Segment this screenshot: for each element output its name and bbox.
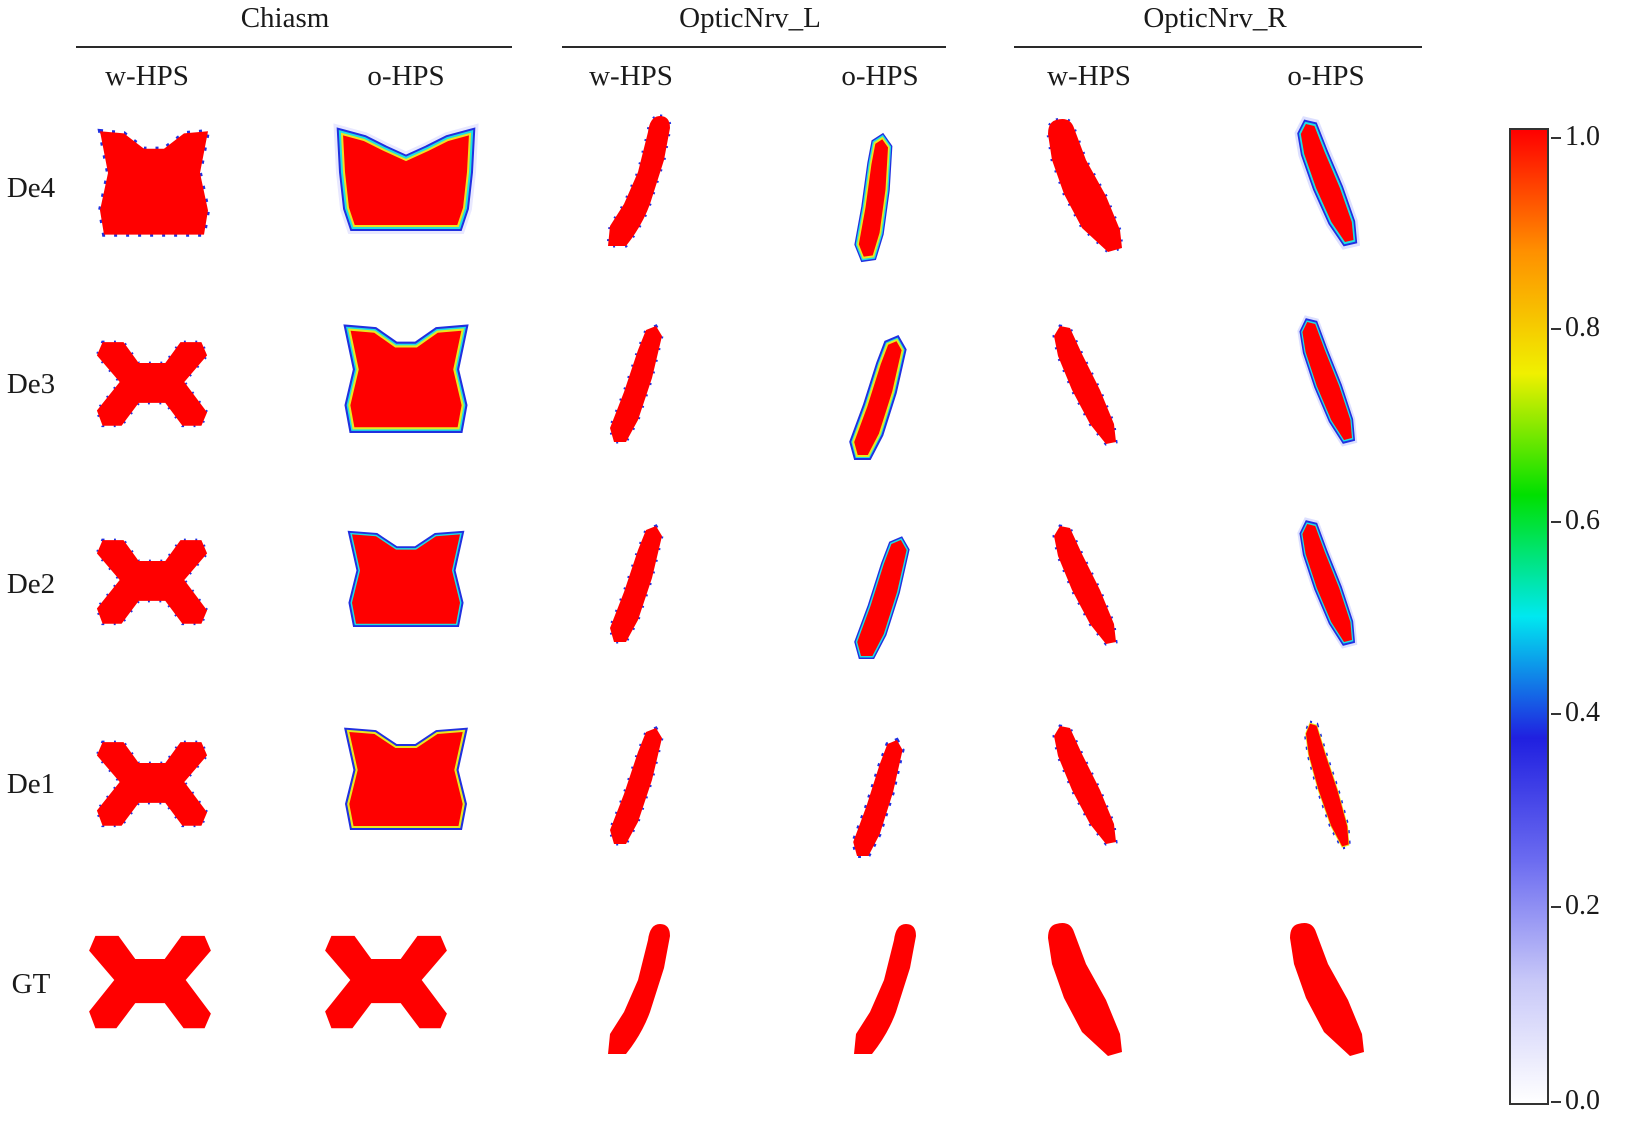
- cell-chiasm-o-de3: [286, 280, 526, 480]
- cell-opticl-o-de4: [760, 80, 1000, 280]
- cell-chiasm-w-de4: [30, 80, 270, 280]
- segmentation-map: [1222, 80, 1462, 280]
- cell-opticr-w-de3: [980, 280, 1220, 480]
- colorbar: [1509, 128, 1549, 1105]
- segmentation-map: [851, 738, 905, 858]
- colorbar-tick: [1551, 328, 1561, 330]
- row-label-de3: De3: [6, 368, 56, 400]
- colorbar-tick: [1551, 906, 1561, 908]
- segmentation-map: [1222, 480, 1462, 680]
- segmentation-map: [608, 924, 670, 1054]
- segmentation-map: [608, 524, 664, 644]
- segmentation-map: [286, 80, 526, 280]
- colorbar-tick-label: 0.4: [1565, 697, 1600, 728]
- colorbar-tick: [1551, 1101, 1561, 1103]
- segmentation-map: [608, 324, 664, 444]
- cell-chiasm-w-de2: [30, 480, 270, 680]
- colorbar-tick-label: 1.0: [1565, 121, 1600, 152]
- colorbar-tick: [1551, 713, 1561, 715]
- row-label-de1: De1: [6, 768, 56, 800]
- cell-opticr-o-de1: [1222, 680, 1462, 880]
- cell-opticl-w-de3: [510, 280, 750, 480]
- segmentation-map: [760, 480, 1000, 680]
- segmentation-map: [606, 114, 672, 248]
- cell-opticl-w-de2: [510, 480, 750, 680]
- cell-opticr-o-gt: [1222, 880, 1462, 1080]
- segmentation-map: [286, 480, 526, 680]
- cell-chiasm-w-de3: [30, 280, 270, 480]
- segmentation-map: [1052, 524, 1118, 646]
- cell-opticr-w-gt: [980, 880, 1220, 1080]
- group-title-opticnrv-r: OpticNrv_R: [1143, 2, 1287, 34]
- cell-opticl-o-de3: [760, 280, 1000, 480]
- cell-opticl-w-de1: [510, 680, 750, 880]
- group-rule-opticnrv-r: [1014, 46, 1422, 48]
- cell-opticl-o-gt: [760, 880, 1000, 1080]
- cell-opticr-w-de2: [980, 480, 1220, 680]
- group-title-chiasm: Chiasm: [240, 2, 330, 34]
- cell-opticr-o-de4: [1222, 80, 1462, 280]
- segmentation-map: [30, 80, 270, 280]
- segmentation-map: [854, 924, 916, 1054]
- group-title-opticnrv-l: OpticNrv_L: [679, 2, 821, 34]
- cell-chiasm-w-de1: [30, 680, 270, 880]
- segmentation-map: [1222, 280, 1462, 480]
- cell-opticl-o-de1: [760, 680, 1000, 880]
- segmentation-map: [95, 340, 209, 428]
- segmentation-map: [95, 740, 209, 828]
- col-head-opticr-o: o-HPS: [1287, 60, 1365, 92]
- row-label-gt: GT: [11, 968, 51, 1000]
- segmentation-map: [1046, 117, 1124, 254]
- segmentation-map: [760, 80, 1000, 280]
- segmentation-map: [1052, 724, 1118, 846]
- segmentation-map: [608, 726, 664, 846]
- segmentation-map: [1052, 324, 1118, 446]
- colorbar-tick: [1551, 521, 1561, 523]
- colorbar-tick-label: 0.6: [1565, 505, 1600, 536]
- colorbar-tick-label: 0.2: [1565, 890, 1600, 921]
- cell-opticr-o-de2: [1222, 480, 1462, 680]
- cell-chiasm-o-de1: [286, 680, 526, 880]
- cell-opticl-w-gt: [510, 880, 750, 1080]
- segmentation-map: [286, 280, 526, 480]
- colorbar-tick-label: 0.8: [1565, 312, 1600, 343]
- col-head-chiasm-o: o-HPS: [367, 60, 445, 92]
- segmentation-map: [325, 935, 447, 1029]
- row-label-de4: De4: [6, 172, 56, 204]
- col-head-opticr-w: w-HPS: [1047, 60, 1131, 92]
- segmentation-map: [89, 935, 211, 1029]
- segmentation-map: [1222, 680, 1462, 880]
- cell-chiasm-o-gt: [286, 880, 526, 1080]
- cell-opticr-w-de4: [980, 80, 1220, 280]
- segmentation-map: [1048, 923, 1122, 1056]
- cell-chiasm-w-gt: [30, 880, 270, 1080]
- segmentation-map: [760, 280, 1000, 480]
- cell-opticl-w-de4: [510, 80, 750, 280]
- segmentation-map: [286, 680, 526, 880]
- segmentation-map: [95, 538, 209, 626]
- cell-chiasm-o-de4: [286, 80, 526, 280]
- group-rule-opticnrv-l: [562, 46, 946, 48]
- col-head-opticl-w: w-HPS: [589, 60, 673, 92]
- cell-chiasm-o-de2: [286, 480, 526, 680]
- colorbar-tick: [1551, 137, 1561, 139]
- colorbar-tick-label: 0.0: [1565, 1085, 1600, 1116]
- cell-opticl-o-de2: [760, 480, 1000, 680]
- group-rule-chiasm: [76, 46, 512, 48]
- row-label-de2: De2: [6, 568, 56, 600]
- segmentation-map: [1290, 923, 1364, 1056]
- cell-opticr-o-de3: [1222, 280, 1462, 480]
- col-head-opticl-o: o-HPS: [841, 60, 919, 92]
- cell-opticr-w-de1: [980, 680, 1220, 880]
- col-head-chiasm-w: w-HPS: [105, 60, 189, 92]
